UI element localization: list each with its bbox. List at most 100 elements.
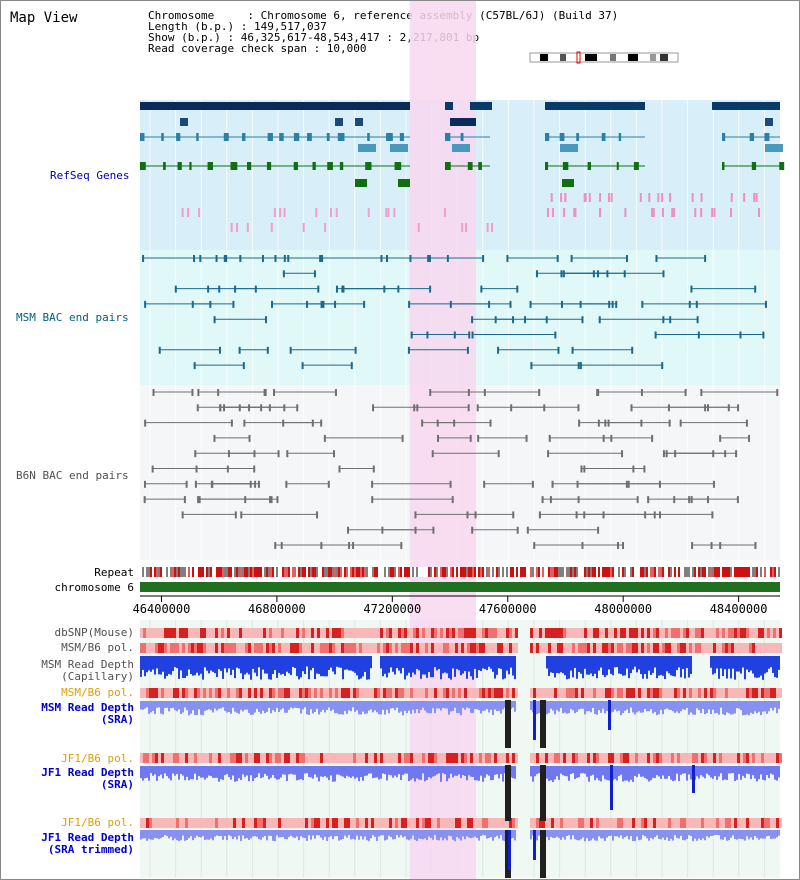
bac-end xyxy=(556,255,559,262)
depth-bar xyxy=(274,701,276,712)
depth-bar xyxy=(166,701,168,708)
repeat-mark xyxy=(266,567,268,577)
track-label-dbsnp[interactable]: dbSNP(Mouse) xyxy=(54,626,134,639)
depth-bar xyxy=(344,701,346,711)
depth-bar xyxy=(220,830,222,836)
depth-bar xyxy=(636,830,638,837)
pol-mark xyxy=(299,628,302,638)
pol-mark xyxy=(242,818,245,828)
depth-bar xyxy=(226,701,228,713)
pol-mark xyxy=(530,753,533,763)
depth-bar xyxy=(458,766,460,775)
pol-mark xyxy=(329,753,332,763)
pol-mark xyxy=(596,643,599,653)
depth-bar xyxy=(350,701,352,712)
pol-mark xyxy=(245,818,248,828)
repeat-mark xyxy=(166,567,168,577)
repeat-mark xyxy=(516,567,518,577)
track-label-repeat[interactable]: Repeat xyxy=(94,566,134,579)
repeat-mark xyxy=(370,567,372,577)
depth-bar xyxy=(666,656,668,672)
depth-bar xyxy=(426,701,428,713)
pol-mark xyxy=(251,753,254,763)
page-title: Map View xyxy=(10,10,78,26)
depth-bar xyxy=(732,766,734,774)
track-label-b6n-bac[interactable]: B6N BAC end pairs xyxy=(16,469,129,482)
pol-mark xyxy=(764,818,767,828)
depth-bar xyxy=(224,830,226,837)
depth-bar xyxy=(724,766,726,780)
track-label-msm-b6-pol-1[interactable]: MSM/B6 pol. xyxy=(61,641,134,654)
depth-bar xyxy=(232,830,234,840)
pol-mark xyxy=(653,643,656,653)
repeat-mark xyxy=(678,567,680,577)
track-label-msm-bac[interactable]: MSM BAC end pairs xyxy=(16,311,129,324)
bac-end xyxy=(524,316,527,324)
depth-bar xyxy=(282,656,284,674)
depth-bar xyxy=(744,656,746,680)
depth-bar xyxy=(608,766,610,781)
pol-mark xyxy=(557,628,560,638)
pol-mark xyxy=(677,643,680,653)
pol-mark xyxy=(542,753,545,763)
depth-bar xyxy=(688,656,690,678)
pol-mark xyxy=(656,643,659,653)
pol-mark xyxy=(599,643,602,653)
depth-bar xyxy=(250,701,252,716)
track-label-msm-depth-sra[interactable]: MSM Read Depth xyxy=(41,701,134,714)
depth-bar xyxy=(576,830,578,840)
track-label-msm-b6-pol-2[interactable]: MSM/B6 pol. xyxy=(61,686,134,699)
pol-mark xyxy=(389,818,392,828)
pol-mark xyxy=(206,688,209,698)
repeat-mark xyxy=(312,567,314,577)
depth-bar xyxy=(460,766,462,779)
depth-bar xyxy=(644,830,646,837)
pol-mark xyxy=(341,688,344,698)
repeat-mark xyxy=(738,567,740,577)
bac-end xyxy=(679,419,682,427)
gene-exon xyxy=(161,133,164,141)
repeat-mark xyxy=(530,567,532,577)
depth-bar xyxy=(250,766,252,776)
pol-mark xyxy=(437,688,440,698)
pol-mark xyxy=(512,753,515,763)
depth-bar xyxy=(180,701,182,714)
track-label-jf1-depth-sra[interactable]: JF1 Read Depth xyxy=(41,766,134,779)
depth-bar xyxy=(554,830,556,838)
pol-mark xyxy=(614,628,617,638)
depth-bar xyxy=(580,766,582,774)
depth-bar xyxy=(512,830,514,838)
track-label-msm-depth-cap[interactable]: MSM Read Depth xyxy=(41,658,134,671)
pol-mark xyxy=(212,753,215,763)
depth-bar xyxy=(680,656,682,678)
pol-mark xyxy=(182,753,185,763)
track-label-refseq[interactable]: RefSeq Genes xyxy=(50,169,130,182)
pol-mark xyxy=(626,628,629,638)
track-label-jf1-b6-pol-2[interactable]: JF1/B6 pol. xyxy=(61,816,134,829)
track-label-chromosome[interactable]: chromosome 6 xyxy=(54,581,134,594)
bac-end xyxy=(719,434,722,442)
depth-bar xyxy=(636,766,638,778)
pol-mark xyxy=(188,818,191,828)
repeat-mark xyxy=(396,567,398,577)
pol-mark xyxy=(170,818,173,828)
repeat-mark xyxy=(698,567,700,577)
gene-pseudo xyxy=(551,208,554,217)
track-label-jf1-depth-trim[interactable]: JF1 Read Depth xyxy=(41,831,134,844)
repeat-mark xyxy=(464,567,466,577)
pol-mark xyxy=(152,688,155,698)
repeat-mark xyxy=(592,567,594,577)
pol-mark xyxy=(218,753,221,763)
bac-end xyxy=(338,465,341,473)
gene-block xyxy=(560,144,578,152)
pol-mark xyxy=(392,753,395,763)
bac-end xyxy=(538,389,541,396)
depth-bar xyxy=(232,701,234,708)
pol-mark xyxy=(767,688,770,698)
track-label-jf1-b6-pol-1[interactable]: JF1/B6 pol. xyxy=(61,752,134,765)
depth-bar xyxy=(214,701,216,709)
gene-exon xyxy=(618,133,622,141)
pol-mark xyxy=(341,753,344,763)
repeat-mark xyxy=(754,567,756,577)
